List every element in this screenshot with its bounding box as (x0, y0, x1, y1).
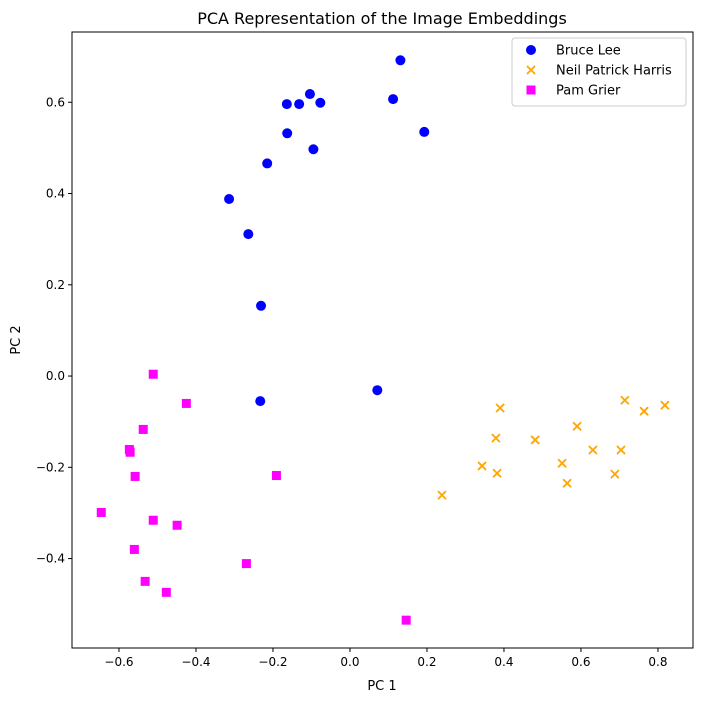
point-neil-patrick-harris (610, 469, 620, 479)
point-bruce-lee (282, 128, 293, 139)
x-axis-label: PC 1 (367, 679, 396, 694)
y-tick-label: 0.0 (46, 369, 65, 383)
y-tick-label: 0.4 (46, 187, 65, 201)
legend-box (511, 37, 687, 107)
point-bruce-lee (256, 300, 267, 311)
point-neil-patrick-harris (491, 433, 501, 443)
legend-marker-pam-grier (526, 85, 536, 95)
x-tick-label: 0.6 (571, 655, 590, 669)
x-tick-label: −0.6 (104, 655, 133, 669)
point-bruce-lee (304, 89, 315, 100)
point-pam-grier (161, 587, 171, 597)
point-pam-grier (148, 369, 158, 379)
x-tick-label: −0.2 (258, 655, 287, 669)
point-bruce-lee (315, 97, 326, 108)
point-neil-patrick-harris (530, 435, 540, 445)
point-pam-grier (138, 424, 148, 434)
legend-label-bruce-lee: Bruce Lee (556, 44, 621, 59)
legend-label-pam-grier: Pam Grier (556, 84, 621, 99)
x-tick-label: 0.0 (340, 655, 359, 669)
point-neil-patrick-harris (588, 445, 598, 455)
chart-title: PCA Representation of the Image Embeddin… (197, 9, 567, 28)
point-bruce-lee (281, 99, 292, 110)
point-neil-patrick-harris (572, 421, 582, 431)
y-tick-label: 0.2 (46, 278, 65, 292)
point-pam-grier (129, 544, 139, 554)
point-pam-grier (271, 471, 281, 481)
point-bruce-lee (395, 55, 406, 66)
point-bruce-lee (255, 396, 266, 407)
point-pam-grier (125, 447, 135, 457)
x-tick-label: 0.2 (417, 655, 436, 669)
legend-marker-bruce-lee (526, 45, 536, 55)
point-pam-grier (241, 559, 251, 569)
point-bruce-lee (224, 194, 235, 205)
point-bruce-lee (388, 94, 399, 105)
point-neil-patrick-harris (639, 406, 649, 416)
point-neil-patrick-harris (562, 478, 572, 488)
point-pam-grier (148, 515, 158, 525)
x-tick-label: −0.4 (181, 655, 210, 669)
point-pam-grier (181, 398, 191, 408)
point-neil-patrick-harris (495, 403, 505, 413)
y-tick-label: −0.4 (36, 552, 65, 566)
point-bruce-lee (294, 99, 305, 110)
point-neil-patrick-harris (437, 490, 447, 500)
point-bruce-lee (308, 144, 319, 155)
point-pam-grier (130, 471, 140, 481)
point-bruce-lee (372, 385, 383, 396)
point-pam-grier (96, 507, 106, 517)
point-neil-patrick-harris (492, 468, 502, 478)
point-pam-grier (401, 615, 411, 625)
legend-marker-neil-patrick-harris (526, 65, 536, 75)
point-pam-grier (140, 576, 150, 586)
point-neil-patrick-harris (557, 458, 567, 468)
point-pam-grier (172, 520, 182, 530)
legend: Bruce Lee Neil Patrick Harris Pam Grier (511, 37, 687, 107)
x-tick-label: 0.8 (648, 655, 667, 669)
point-bruce-lee (262, 158, 273, 169)
point-bruce-lee (419, 126, 430, 137)
y-axis-label: PC 2 (9, 325, 24, 354)
y-tick-label: −0.2 (36, 460, 65, 474)
plot-frame (71, 31, 694, 649)
legend-label-neil-patrick-harris: Neil Patrick Harris (556, 64, 672, 79)
point-bruce-lee (243, 229, 254, 240)
point-neil-patrick-harris (616, 445, 626, 455)
x-tick-label: 0.4 (494, 655, 513, 669)
point-neil-patrick-harris (477, 461, 487, 471)
y-tick-label: 0.6 (46, 95, 65, 109)
point-neil-patrick-harris (620, 395, 630, 405)
point-neil-patrick-harris (660, 400, 670, 410)
